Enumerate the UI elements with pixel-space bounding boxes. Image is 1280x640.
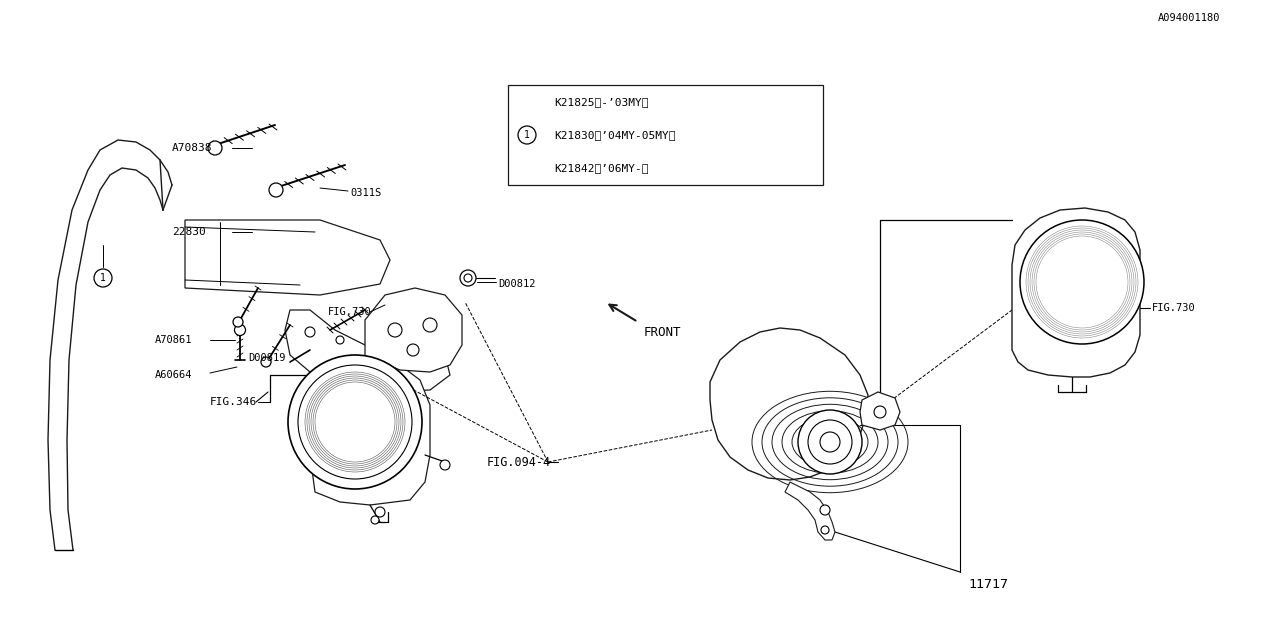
Circle shape <box>308 376 401 468</box>
Circle shape <box>388 323 402 337</box>
Text: 11717: 11717 <box>968 579 1009 591</box>
Circle shape <box>1034 234 1130 330</box>
Circle shape <box>440 460 451 470</box>
Circle shape <box>311 378 399 466</box>
Circle shape <box>269 183 283 197</box>
Circle shape <box>288 355 422 489</box>
Polygon shape <box>285 310 451 392</box>
Text: K21830（’04MY-05MY）: K21830（’04MY-05MY） <box>554 130 676 140</box>
Circle shape <box>1030 230 1134 334</box>
Circle shape <box>371 516 379 524</box>
Circle shape <box>307 374 403 470</box>
Circle shape <box>1050 250 1114 314</box>
Circle shape <box>305 372 404 472</box>
Circle shape <box>305 327 315 337</box>
Circle shape <box>808 420 852 464</box>
Text: FIG.346: FIG.346 <box>210 397 257 407</box>
Text: A70861: A70861 <box>155 335 192 345</box>
Text: K21825（-’03MY）: K21825（-’03MY） <box>554 97 649 107</box>
Text: 22830: 22830 <box>172 227 206 237</box>
Circle shape <box>1020 220 1144 344</box>
Circle shape <box>93 269 113 287</box>
Text: FIG.094-4: FIG.094-4 <box>486 456 552 468</box>
Circle shape <box>422 318 436 332</box>
Circle shape <box>1028 228 1137 336</box>
Polygon shape <box>186 220 390 295</box>
Text: K21842（’06MY-）: K21842（’06MY-） <box>554 163 649 173</box>
Circle shape <box>335 336 344 344</box>
Circle shape <box>1027 226 1138 338</box>
Text: D00812: D00812 <box>498 279 535 289</box>
Text: FIG.730: FIG.730 <box>1152 303 1196 313</box>
Circle shape <box>233 317 243 327</box>
Polygon shape <box>860 392 900 430</box>
Circle shape <box>1039 240 1124 324</box>
Polygon shape <box>710 328 868 480</box>
Circle shape <box>1032 232 1132 332</box>
Text: A094001180: A094001180 <box>1157 13 1220 23</box>
Text: FIG.730: FIG.730 <box>328 307 371 317</box>
Circle shape <box>333 400 378 444</box>
Circle shape <box>460 270 476 286</box>
Bar <box>508 85 823 185</box>
Circle shape <box>310 377 399 467</box>
Circle shape <box>261 357 271 367</box>
Circle shape <box>820 526 829 534</box>
Circle shape <box>820 505 829 515</box>
Circle shape <box>375 507 385 517</box>
Text: A70838: A70838 <box>172 143 212 153</box>
Text: D00819: D00819 <box>248 353 285 363</box>
Circle shape <box>518 126 536 144</box>
Circle shape <box>1073 273 1091 291</box>
Polygon shape <box>1012 208 1140 377</box>
Circle shape <box>346 412 365 432</box>
Circle shape <box>315 382 396 462</box>
Circle shape <box>1062 262 1102 302</box>
Polygon shape <box>308 360 430 505</box>
Text: 1: 1 <box>100 273 106 283</box>
Circle shape <box>820 432 840 452</box>
Circle shape <box>207 141 221 155</box>
Circle shape <box>1036 236 1128 328</box>
Text: 0311S: 0311S <box>349 188 381 198</box>
Circle shape <box>321 388 389 456</box>
Circle shape <box>234 324 246 335</box>
Text: A60664: A60664 <box>155 370 192 380</box>
Circle shape <box>298 365 412 479</box>
Circle shape <box>797 410 861 474</box>
Circle shape <box>465 274 472 282</box>
Circle shape <box>874 406 886 418</box>
Text: FRONT: FRONT <box>644 326 681 339</box>
Circle shape <box>1030 230 1134 334</box>
Polygon shape <box>365 288 462 372</box>
Circle shape <box>314 380 397 464</box>
Circle shape <box>407 344 419 356</box>
Text: 1: 1 <box>524 130 530 140</box>
Polygon shape <box>785 482 835 540</box>
